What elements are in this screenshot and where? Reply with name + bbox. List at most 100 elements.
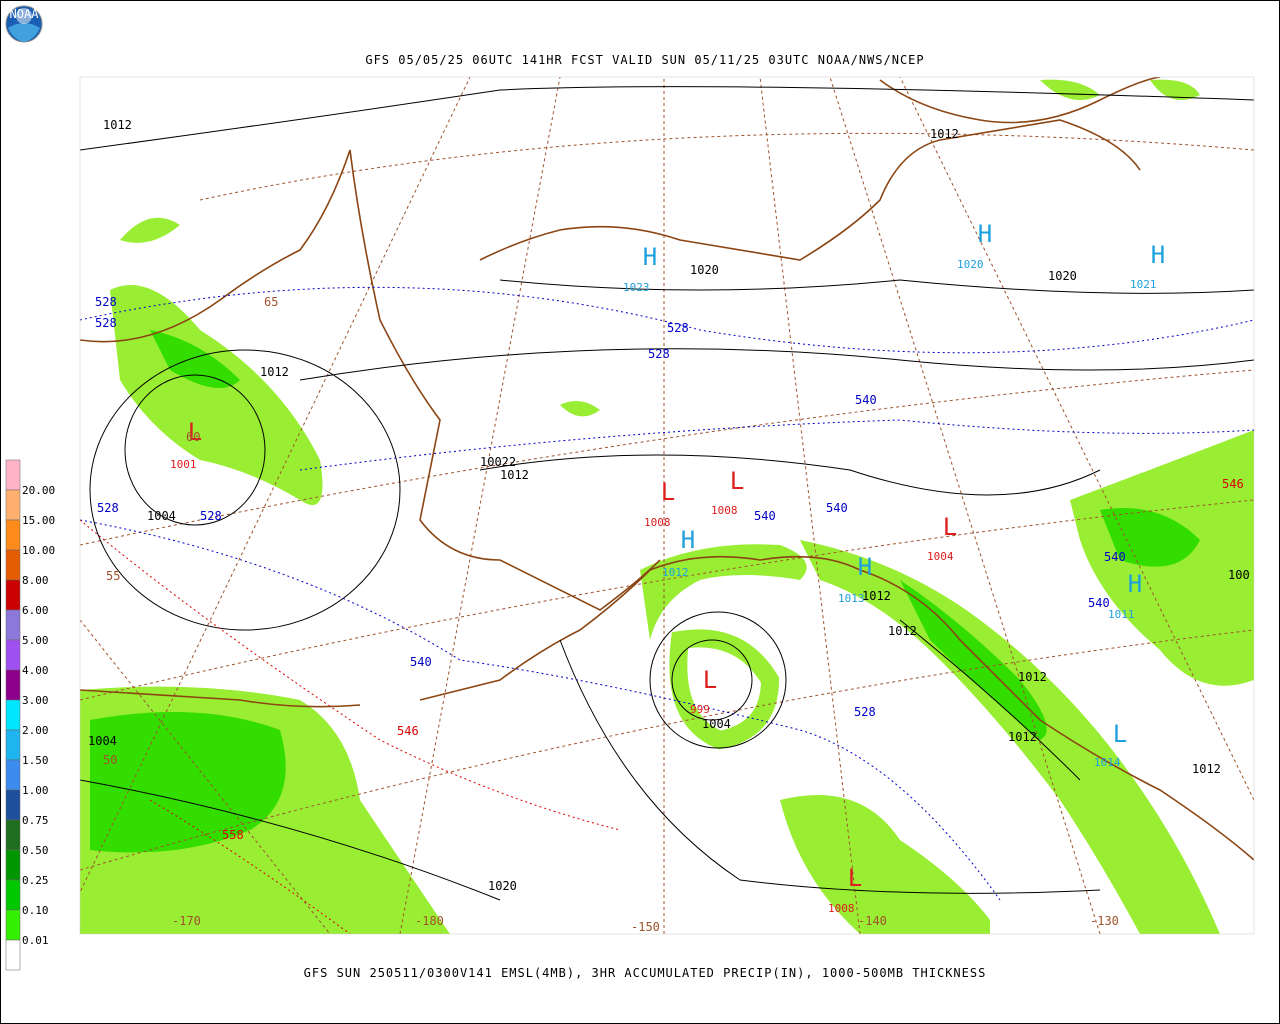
center-symbol: H <box>681 526 695 554</box>
legend-swatch <box>5 879 21 911</box>
legend-label: 0.75 <box>22 814 49 827</box>
isobar-label: 1012 <box>930 127 959 141</box>
legend-label: 8.00 <box>22 574 49 587</box>
center-pressure: 999 <box>690 703 710 716</box>
legend-label: 3.00 <box>22 694 49 707</box>
center-symbol: H <box>643 243 657 271</box>
graticule-label: -180 <box>415 914 444 928</box>
isobar-label: 1012 <box>103 118 132 132</box>
legend-swatch <box>5 609 21 641</box>
center-pressure: 1023 <box>623 281 650 294</box>
center-symbol: L <box>943 513 957 541</box>
legend-label: 1.50 <box>22 754 49 767</box>
center-pressure: 1004 <box>927 550 954 563</box>
legend-swatch <box>5 849 21 881</box>
isobar-label: 1012 <box>888 624 917 638</box>
legend-swatch <box>5 789 21 821</box>
center-symbol: L <box>703 666 717 694</box>
thickness-label: 540 <box>855 393 877 407</box>
legend-swatch <box>5 759 21 791</box>
graticule-label: -170 <box>172 914 201 928</box>
center-pressure: 1012 <box>662 566 689 579</box>
isobar-label: 1020 <box>1048 269 1077 283</box>
thickness-label: 558 <box>222 828 244 842</box>
thickness-label: 546 <box>397 724 419 738</box>
map-title: GFS 05/05/25 06UTC 141HR FCST VALID SUN … <box>365 53 924 67</box>
legend-label: 0.01 <box>22 934 49 947</box>
isobar-label: 1020 <box>488 879 517 893</box>
thickness-label: 528 <box>95 295 117 309</box>
graticule-label: -150 <box>631 920 660 934</box>
map-caption: GFS SUN 250511/0300V141 EMSL(4MB), 3HR A… <box>304 966 987 980</box>
legend-label: 4.00 <box>22 664 49 677</box>
legend-swatch <box>5 519 21 551</box>
thickness-label: 540 <box>1088 596 1110 610</box>
isobar-label: 1004 <box>702 717 731 731</box>
legend-label: 2.00 <box>22 724 49 737</box>
thickness-label: 528 <box>95 316 117 330</box>
thickness-label: 546 <box>1222 477 1244 491</box>
center-symbol: H <box>978 220 992 248</box>
thickness-label: 540 <box>826 501 848 515</box>
thickness-label: 528 <box>667 321 689 335</box>
isobar-label: 1012 <box>1192 762 1221 776</box>
graticule-label: -140 <box>858 914 887 928</box>
legend-swatch <box>5 669 21 701</box>
center-symbol: H <box>1151 241 1165 269</box>
legend-label: 0.25 <box>22 874 49 887</box>
thickness-label: 528 <box>200 509 222 523</box>
legend-label: 1.00 <box>22 784 49 797</box>
graticule-label: 60 <box>186 430 200 444</box>
center-pressure: 1008 <box>644 516 671 529</box>
isobars <box>80 86 1254 901</box>
center-pressure: 1014 <box>1094 756 1121 769</box>
map-border <box>79 76 1255 935</box>
isobar-label: 1012 <box>500 468 529 482</box>
center-symbol: L <box>188 418 202 446</box>
coastline <box>80 77 1254 861</box>
legend-label: 5.00 <box>22 634 49 647</box>
legend-label: 6.00 <box>22 604 49 617</box>
thickness-label: 540 <box>1104 550 1126 564</box>
isobar-label: 1004 <box>147 509 176 523</box>
center-pressure: 1001 <box>170 458 197 471</box>
isobar-label: 1004 <box>88 734 117 748</box>
graticule-label: 55 <box>106 569 120 583</box>
legend-label: 0.10 <box>22 904 49 917</box>
legend-swatch <box>5 909 21 941</box>
legend-label: 20.00 <box>22 484 55 497</box>
graticule-label: 50 <box>103 753 117 767</box>
center-symbol: L <box>661 478 675 506</box>
isobar-label: 1012 <box>1018 670 1047 684</box>
center-pressure: 1008 <box>711 504 738 517</box>
legend-label: 15.00 <box>22 514 55 527</box>
legend-swatch <box>5 489 21 521</box>
graticule <box>80 77 1254 934</box>
center-symbol: L <box>848 864 862 892</box>
thickness-label: 528 <box>854 705 876 719</box>
legend-swatch <box>5 549 21 581</box>
isobar-label: 100 <box>1228 568 1250 582</box>
thickness-label: 528 <box>97 501 119 515</box>
thickness-lines <box>80 286 1254 934</box>
isobar-label: 10022 <box>480 455 516 469</box>
thickness-label: 540 <box>410 655 432 669</box>
legend-swatch <box>5 939 21 971</box>
center-pressure: 1008 <box>828 902 855 915</box>
center-symbol: H <box>858 553 872 581</box>
legend-swatch <box>5 459 21 491</box>
legend-swatch <box>5 639 21 671</box>
legend-label: 10.00 <box>22 544 55 557</box>
legend-swatch <box>5 699 21 731</box>
center-symbol: L <box>1113 720 1127 748</box>
legend-swatch <box>5 579 21 611</box>
isobar-label: 1012 <box>862 589 891 603</box>
isobar-label: 1020 <box>690 263 719 277</box>
legend: 20.00 15.00 10.00 8.00 6.00 5.00 4.00 3.00 2.00 1… <box>5 459 55 971</box>
thickness-label: 540 <box>754 509 776 523</box>
legend-swatch <box>5 729 21 761</box>
thickness-label: 528 <box>648 347 670 361</box>
logo: NOAA <box>5 5 43 43</box>
